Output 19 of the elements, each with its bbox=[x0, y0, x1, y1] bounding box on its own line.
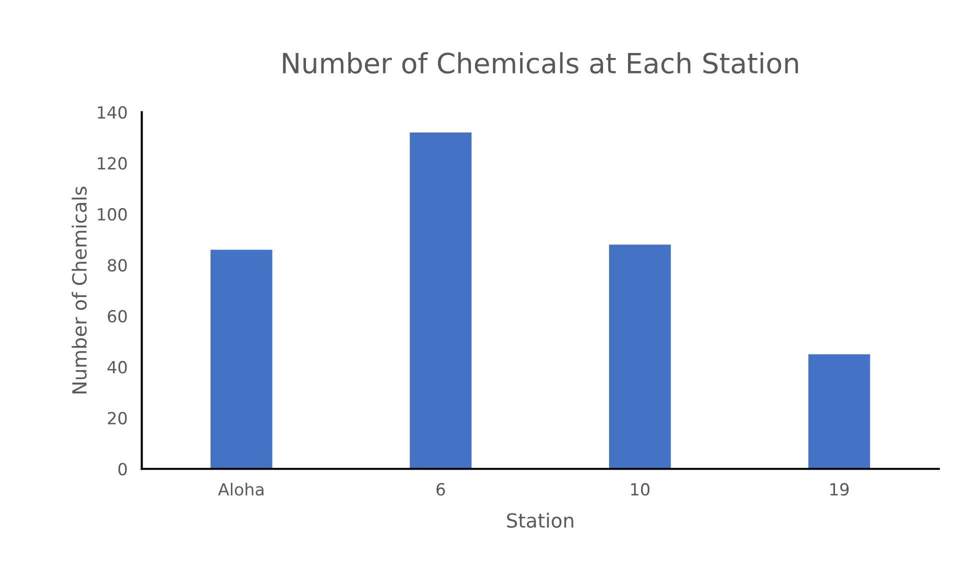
y-tick-label: 0 bbox=[118, 462, 127, 476]
y-tick-label: 40 bbox=[108, 360, 127, 374]
y-axis-title: Number of Chemicals bbox=[72, 186, 87, 394]
x-axis-title: Station bbox=[507, 512, 574, 528]
chart-title: Number of Chemicals at Each Station bbox=[283, 52, 798, 74]
y-tick-label: 80 bbox=[108, 258, 127, 272]
y-tick-label: 100 bbox=[98, 208, 127, 221]
x-tick-label: 6 bbox=[436, 483, 445, 496]
bar bbox=[808, 354, 870, 469]
y-tick-label: 140 bbox=[98, 106, 127, 119]
bar bbox=[410, 132, 472, 469]
x-tick-label: Aloha bbox=[218, 482, 264, 496]
x-tick-label: 10 bbox=[631, 483, 650, 496]
y-tick-label: 60 bbox=[108, 310, 127, 323]
y-tick-label: 120 bbox=[98, 157, 127, 170]
y-tick-label: 20 bbox=[108, 412, 127, 424]
x-tick-label: 19 bbox=[830, 483, 849, 496]
bar bbox=[210, 250, 272, 469]
bar bbox=[609, 244, 671, 469]
